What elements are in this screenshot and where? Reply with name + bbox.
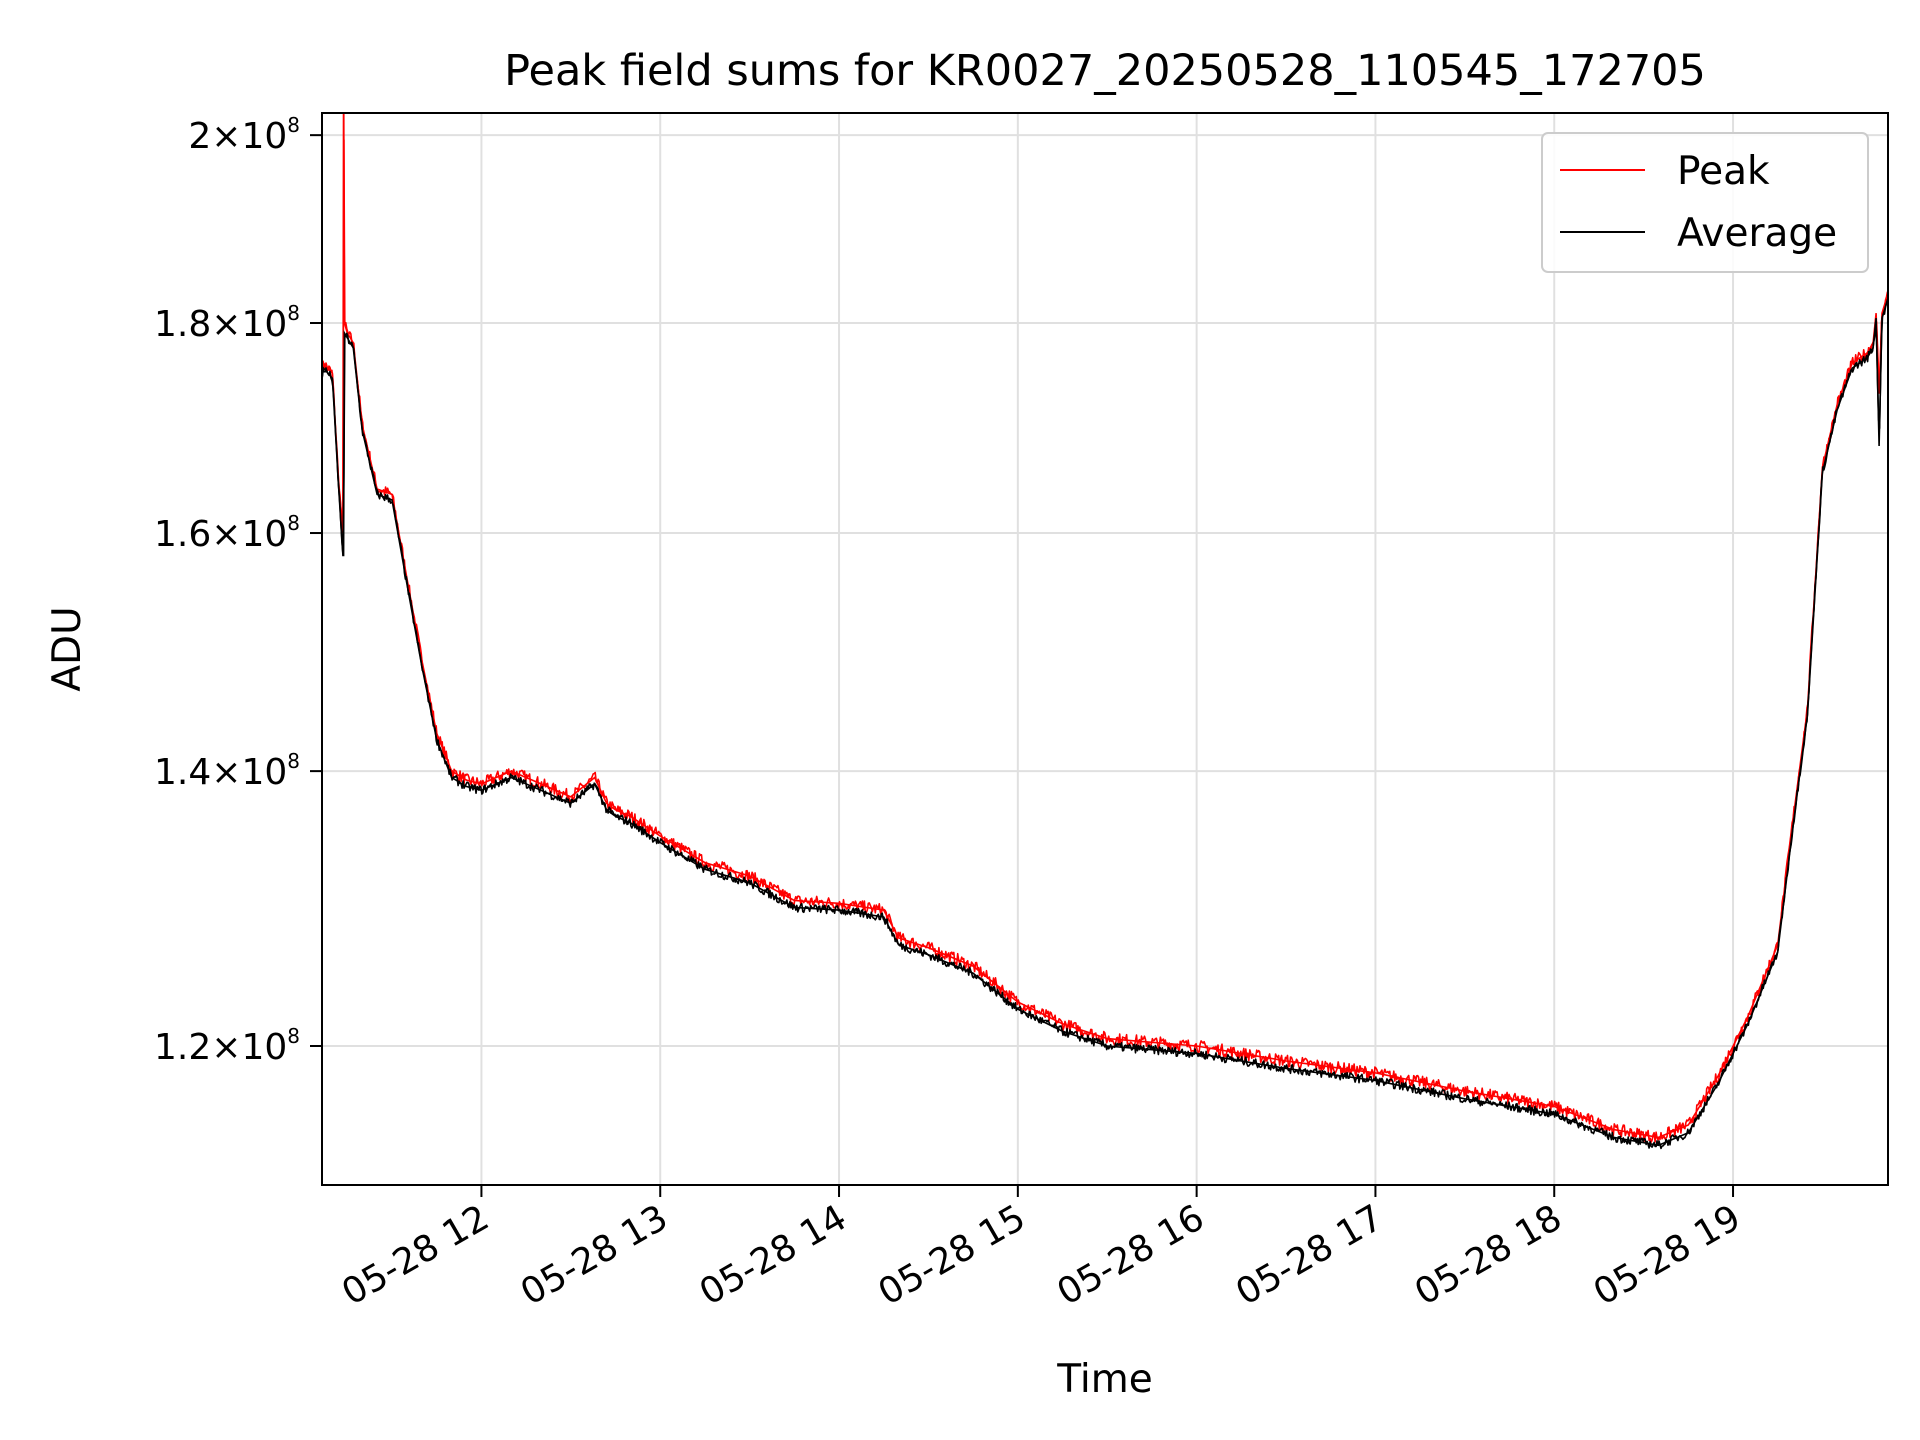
series-layer bbox=[322, 113, 1888, 1150]
y-tick-label: 1.6×108 bbox=[154, 511, 300, 555]
plot-area-frame bbox=[321, 112, 1889, 1186]
y-tick-exponent: 8 bbox=[287, 113, 300, 137]
y-tick-times-sign: ×10 bbox=[211, 116, 287, 157]
y-tick-exponent: 8 bbox=[287, 511, 300, 535]
y-tick-exponent: 8 bbox=[287, 301, 300, 325]
y-tick-mantissa: 1.6 bbox=[154, 514, 211, 555]
y-tick-mantissa: 1.8 bbox=[154, 304, 211, 345]
y-tick-label: 2×108 bbox=[188, 113, 300, 157]
y-tick-times-sign: ×10 bbox=[211, 514, 287, 555]
y-tick-mantissa: 2 bbox=[188, 116, 211, 157]
y-tick-times-sign: ×10 bbox=[211, 752, 287, 793]
y-tick-times-sign: ×10 bbox=[211, 1027, 287, 1068]
y-tick-label: 1.4×108 bbox=[154, 749, 300, 793]
grid-lines bbox=[322, 113, 1888, 1185]
legend-box bbox=[1541, 132, 1869, 273]
x-axis-label: Time bbox=[1056, 1357, 1152, 1402]
y-tick-exponent: 8 bbox=[287, 1024, 300, 1048]
y-tick-label: 1.2×108 bbox=[154, 1024, 300, 1068]
y-tick-times-sign: ×10 bbox=[211, 304, 287, 345]
legend: Peak Average bbox=[1541, 132, 1869, 273]
series-anchor-line-average bbox=[322, 298, 1888, 1147]
legend-label-peak: Peak bbox=[1677, 149, 1770, 194]
y-axis-label: ADU bbox=[45, 606, 90, 691]
legend-label-average: Average bbox=[1677, 211, 1837, 256]
y-tick-label: 1.8×108 bbox=[154, 301, 300, 345]
y-tick-mantissa: 1.4 bbox=[154, 752, 211, 793]
y-tick-mantissa: 1.2 bbox=[154, 1027, 211, 1068]
y-tick-exponent: 8 bbox=[287, 749, 300, 773]
chart-title: Peak field sums for KR0027_20250528_1105… bbox=[504, 46, 1706, 96]
